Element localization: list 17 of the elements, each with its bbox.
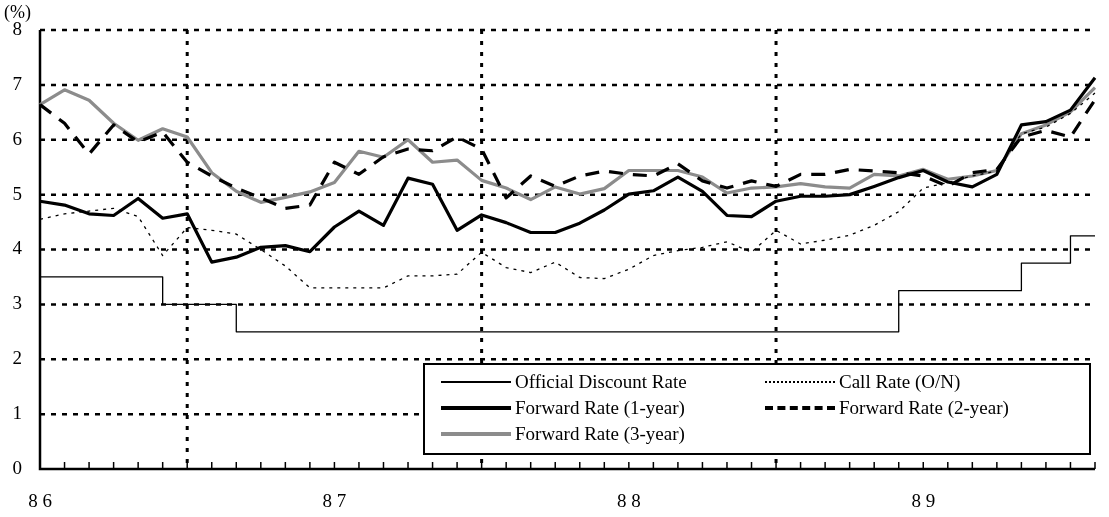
y-tick-label: 1 [12,402,22,424]
y-tick-label: 2 [12,347,22,369]
legend-label: Official Discount Rate [515,370,687,394]
x-tick-label: 8 8 [616,490,641,512]
legend-label: Forward Rate (3-year) [515,422,685,446]
y-tick-label: 4 [12,237,23,259]
y-tick-label: 5 [12,182,22,204]
legend-label: Forward Rate (2-year) [839,396,1009,420]
x-tick-label: 8 6 [28,490,52,512]
x-tick-label: 8 9 [911,490,936,512]
legend-label: Forward Rate (1-year) [515,396,685,420]
y-tick-label: 0 [12,456,22,478]
y-tick-label: 6 [12,127,22,149]
x-tick-label: 8 7 [322,490,347,512]
legend-label: Call Rate (O/N) [839,370,961,394]
y-tick-label: 7 [12,72,22,94]
y-tick-label: 3 [12,292,22,314]
